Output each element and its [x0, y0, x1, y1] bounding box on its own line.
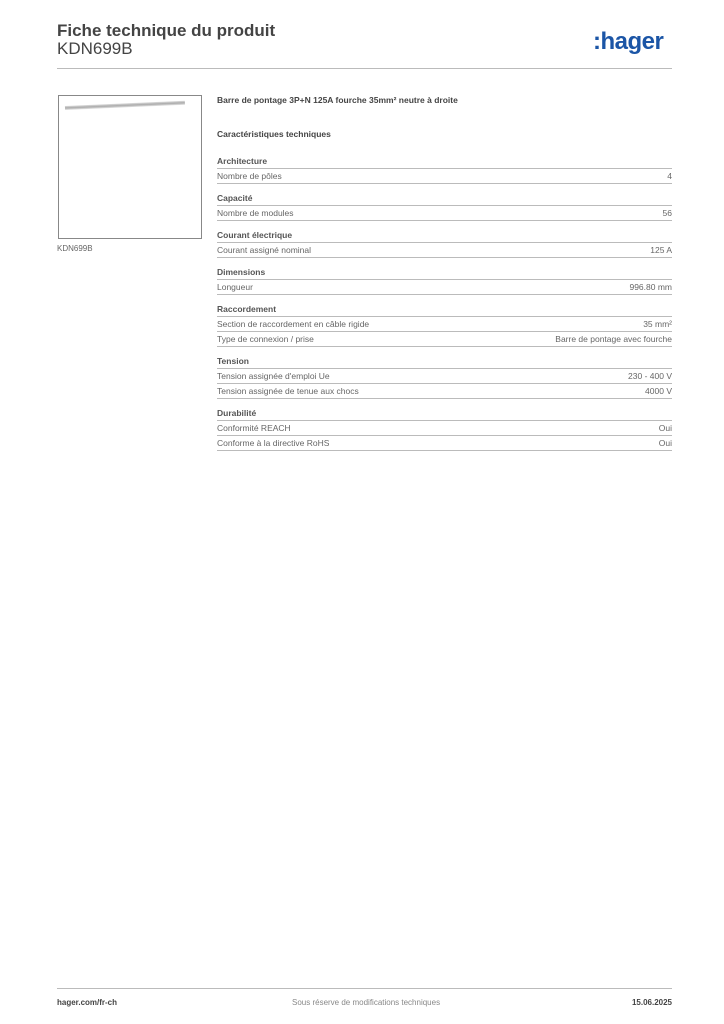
spec-group-title: Courant électrique — [217, 229, 672, 243]
spec-label: Longueur — [217, 282, 253, 292]
footer-date: 15.06.2025 — [631, 998, 672, 1007]
spec-row: Conforme à la directive RoHS Oui — [217, 436, 672, 451]
spec-value: 125 A — [650, 245, 672, 255]
page-title: Fiche technique du produit — [57, 21, 276, 40]
spec-row: Type de connexion / prise Barre de pontag… — [217, 332, 672, 347]
spec-groups: Architecture Nombre de pôles 4 Capacité Nomb… — [217, 155, 672, 451]
spec-group: Raccordement Section de raccordement en c… — [217, 303, 672, 347]
spec-value: 4000 V — [645, 386, 672, 396]
footer-divider — [57, 988, 672, 989]
spec-group: Capacité Nombre de modules 56 — [217, 192, 672, 221]
spec-row: Courant assigné nominal 125 A — [217, 243, 672, 258]
spec-label: Conformité REACH — [217, 423, 291, 433]
spec-label: Tension assignée de tenue aux chocs — [217, 386, 359, 396]
header-divider — [57, 68, 672, 69]
spec-row: Nombre de modules 56 — [217, 206, 672, 221]
spec-group: Courant électrique Courant assigné nomina… — [217, 229, 672, 258]
spec-value: Barre de pontage avec fourche — [555, 334, 672, 344]
footer-disclaimer: Sous réserve de modifications techniques — [292, 998, 441, 1007]
spec-label: Conforme à la directive RoHS — [217, 438, 330, 448]
spec-value: Oui — [658, 423, 672, 433]
spec-label: Courant assigné nominal — [217, 245, 312, 255]
spec-group: Architecture Nombre de pôles 4 — [217, 155, 672, 184]
section-title: Caractéristiques techniques — [217, 129, 331, 139]
spec-group-title: Dimensions — [217, 266, 672, 280]
spec-group-title: Tension — [217, 355, 672, 369]
busbar-image — [64, 100, 185, 110]
spec-label: Nombre de pôles — [217, 171, 282, 181]
spec-value: 56 — [662, 208, 672, 218]
image-caption: KDN699B — [57, 244, 93, 253]
spec-value: Oui — [658, 438, 672, 448]
footer-website[interactable]: hager.com/fr-ch — [57, 998, 118, 1007]
spec-label: Nombre de modules — [217, 208, 294, 218]
product-name: Barre de pontage 3P+N 125A fourche 35mm²… — [217, 95, 458, 105]
spec-label: Section de raccordement en câble rigide — [217, 319, 370, 329]
spec-row: Tension assignée de tenue aux chocs 4000 … — [217, 384, 672, 399]
spec-group-title: Durabilité — [217, 407, 672, 421]
spec-group-title: Architecture — [217, 155, 672, 169]
spec-group-title: Raccordement — [217, 303, 672, 317]
spec-row: Nombre de pôles 4 — [217, 169, 672, 184]
spec-value: 996.80 mm — [629, 282, 672, 292]
spec-row: Tension assignée d'emploi Ue 230 - 400 V — [217, 369, 672, 384]
spec-label: Type de connexion / prise — [217, 334, 314, 344]
spec-group-title: Capacité — [217, 192, 672, 206]
spec-value: 230 - 400 V — [628, 371, 672, 381]
spec-label: Tension assignée d'emploi Ue — [217, 371, 330, 381]
product-image — [58, 95, 202, 239]
hager-logo: :hager — [593, 28, 664, 55]
spec-row: Conformité REACH Oui — [217, 421, 672, 436]
spec-section: Barre de pontage 3P+N 125A fourche 35mm²… — [217, 95, 672, 451]
product-reference: KDN699B — [57, 39, 133, 58]
spec-group: Durabilité Conformité REACH Oui Conforme à … — [217, 407, 672, 451]
spec-group: Dimensions Longueur 996.80 mm — [217, 266, 672, 295]
spec-value: 35 mm² — [643, 319, 672, 329]
spec-group: Tension Tension assignée d'emploi Ue 230 -… — [217, 355, 672, 399]
spec-row: Section de raccordement en câble rigide 3… — [217, 317, 672, 332]
spec-value: 4 — [667, 171, 672, 181]
spec-row: Longueur 996.80 mm — [217, 280, 672, 295]
